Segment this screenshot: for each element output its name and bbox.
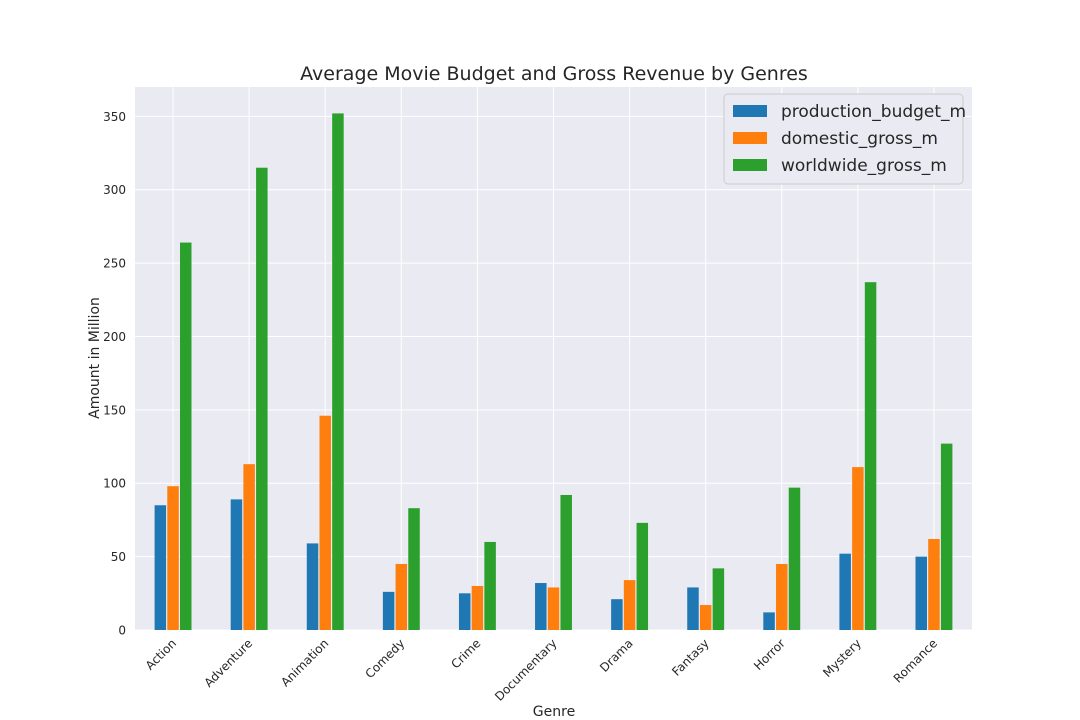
- x-tick-label: Mystery: [820, 636, 864, 680]
- x-tick-label: Documentary: [492, 636, 560, 704]
- x-axis-ticks: Action Adventure Animation Comedy Crime Docum…: [143, 636, 940, 704]
- legend-label-domestic_gross_m: domestic_gross_m: [781, 129, 938, 149]
- y-tick-label: 100: [103, 477, 126, 491]
- y-tick-label: 250: [103, 257, 126, 271]
- bar-production_budget_m-crime: [458, 593, 471, 630]
- legend-swatch-worldwide_gross_m: [733, 159, 767, 171]
- bar-worldwide_gross_m-animation: [332, 113, 344, 631]
- bar-worldwide_gross_m-horror: [788, 487, 801, 630]
- bar-production_budget_m-animation: [306, 543, 319, 630]
- bar-production_budget_m-fantasy: [687, 587, 699, 630]
- y-axis-ticks: 0 50 100 150 200 250 300 350: [103, 110, 126, 638]
- x-tick-label: Action: [143, 636, 179, 672]
- bar-worldwide_gross_m-crime: [484, 541, 496, 630]
- legend-swatch-production_budget_m: [733, 105, 767, 117]
- bar-production_budget_m-mystery: [839, 553, 851, 630]
- legend-label-production_budget_m: production_budget_m: [781, 102, 966, 122]
- legend: production_budget_m domestic_gross_mworld…: [723, 93, 966, 185]
- x-tick-label: Animation: [278, 636, 331, 689]
- bar-domestic_gross_m-adventure: [243, 464, 255, 630]
- bar-worldwide_gross_m-fantasy: [712, 568, 725, 630]
- x-tick-label: Drama: [597, 636, 636, 675]
- bar-worldwide_gross_m-comedy: [408, 508, 420, 630]
- x-tick-label: Comedy: [363, 636, 408, 681]
- legend-label-worldwide_gross_m: worldwide_gross_m: [781, 156, 947, 176]
- bar-domestic_gross_m-action: [167, 486, 179, 630]
- bar-domestic_gross_m-drama: [623, 580, 636, 630]
- y-tick-label: 200: [103, 330, 126, 344]
- y-tick-label: 150: [103, 403, 126, 417]
- bar-domestic_gross_m-mystery: [852, 467, 864, 630]
- bar-production_budget_m-drama: [611, 599, 623, 630]
- y-axis-label: Amount in Million: [87, 297, 103, 419]
- bar-domestic_gross_m-documentary: [547, 587, 560, 630]
- bar-domestic_gross_m-crime: [471, 585, 484, 630]
- bar-worldwide_gross_m-adventure: [256, 167, 268, 630]
- x-tick-label: Romance: [891, 636, 940, 685]
- x-tick-label: Crime: [448, 636, 483, 671]
- x-tick-label: Fantasy: [669, 636, 712, 679]
- bar-production_budget_m-romance: [915, 556, 928, 630]
- bar-domestic_gross_m-fantasy: [699, 605, 712, 630]
- y-tick-label: 300: [103, 183, 126, 197]
- bar-worldwide_gross_m-action: [179, 242, 192, 630]
- legend-swatch-domestic_gross_m: [733, 132, 767, 144]
- bars: [154, 113, 953, 631]
- x-axis-label: Genre: [533, 704, 575, 720]
- bar-production_budget_m-adventure: [230, 499, 243, 630]
- x-tick-label: Adventure: [201, 636, 255, 690]
- bar-worldwide_gross_m-documentary: [560, 494, 572, 630]
- chart-title: Average Movie Budget and Gross Revenue b…: [300, 63, 808, 85]
- bar-worldwide_gross_m-mystery: [864, 282, 877, 630]
- y-tick-label: 50: [111, 550, 126, 564]
- bar-production_budget_m-action: [154, 505, 167, 630]
- bar-domestic_gross_m-animation: [319, 415, 331, 630]
- bar-domestic_gross_m-horror: [776, 563, 788, 630]
- x-tick-label: Horror: [751, 636, 788, 673]
- bar-production_budget_m-horror: [763, 612, 775, 630]
- bar-production_budget_m-documentary: [535, 583, 547, 630]
- bar-worldwide_gross_m-romance: [940, 443, 953, 630]
- y-tick-label: 350: [103, 110, 126, 124]
- y-tick-label: 0: [118, 624, 126, 638]
- bar-worldwide_gross_m-drama: [636, 522, 649, 630]
- bar-production_budget_m-comedy: [382, 591, 395, 630]
- bar-domestic_gross_m-romance: [928, 539, 940, 630]
- legend-box: [723, 93, 964, 185]
- bar-domestic_gross_m-comedy: [395, 563, 408, 630]
